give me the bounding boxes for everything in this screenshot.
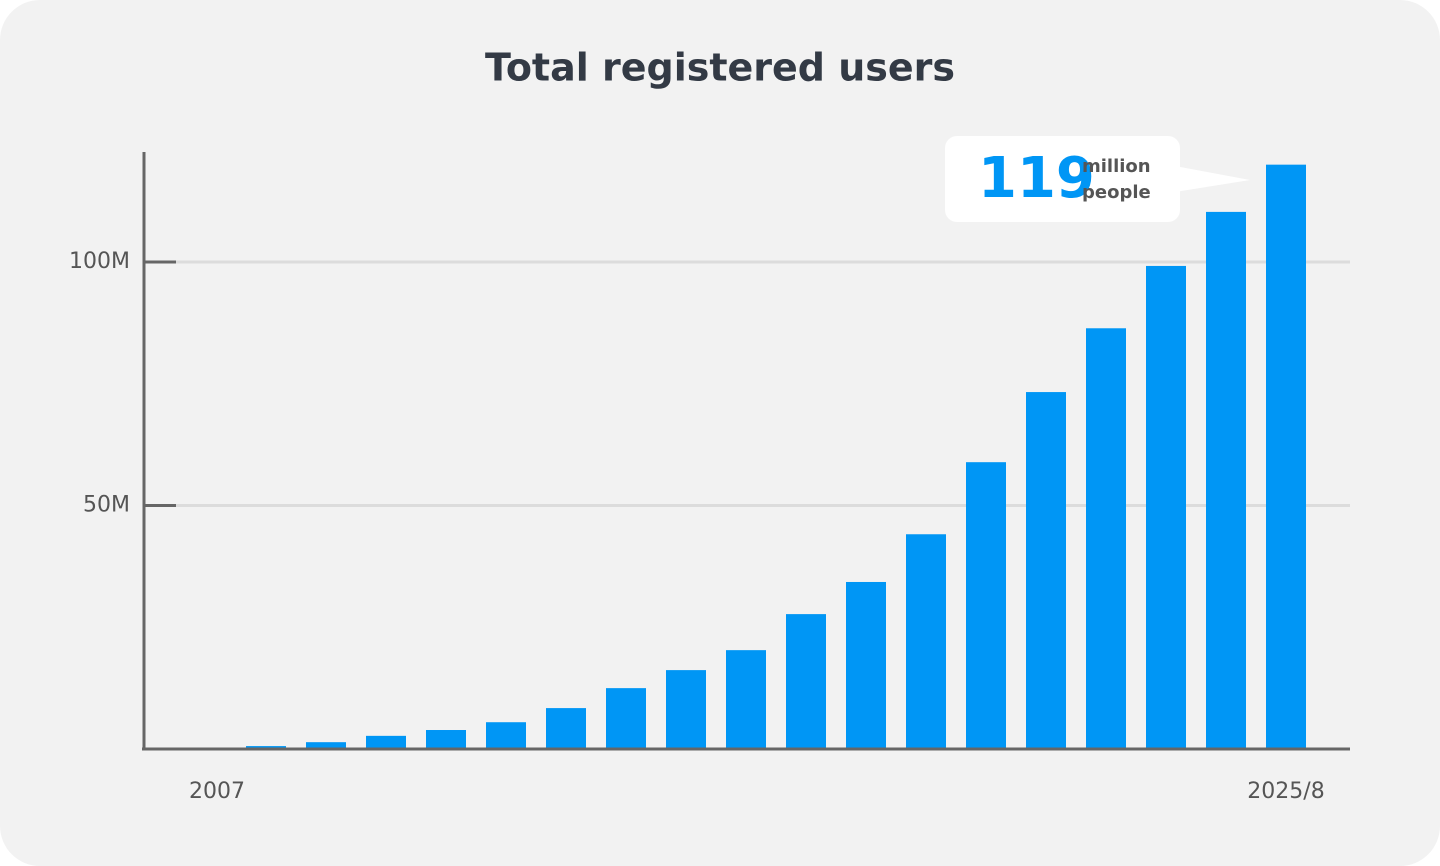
callout: 119 million people: [945, 136, 1250, 222]
bar: [1206, 211, 1246, 749]
callout-box: [945, 136, 1180, 222]
x-tick-label: 2025/8: [1247, 779, 1324, 804]
bar: [906, 534, 946, 749]
callout-pointer: [1175, 166, 1250, 192]
bar: [786, 614, 826, 749]
y-tick-label: 50M: [83, 493, 130, 518]
bar: [606, 688, 646, 749]
bar: [846, 581, 886, 749]
bar: [366, 735, 406, 749]
bar: [1086, 328, 1126, 749]
bar: [1146, 265, 1186, 749]
bar: [426, 730, 466, 749]
bar: [666, 670, 706, 749]
callout-unit: people: [1082, 182, 1151, 203]
bars: [246, 164, 1306, 749]
x-tick-label: 2007: [189, 779, 245, 804]
callout-unit: million: [1082, 156, 1151, 177]
bar: [546, 708, 586, 749]
chart-title: Total registered users: [485, 46, 955, 90]
bar: [1266, 164, 1306, 749]
bar: [726, 650, 766, 749]
y-tick-label: 100M: [69, 249, 130, 274]
callout-value: 119: [978, 146, 1095, 211]
bar: [966, 462, 1006, 749]
bar: [1026, 392, 1066, 749]
bar: [486, 722, 526, 749]
bar: [306, 742, 346, 749]
